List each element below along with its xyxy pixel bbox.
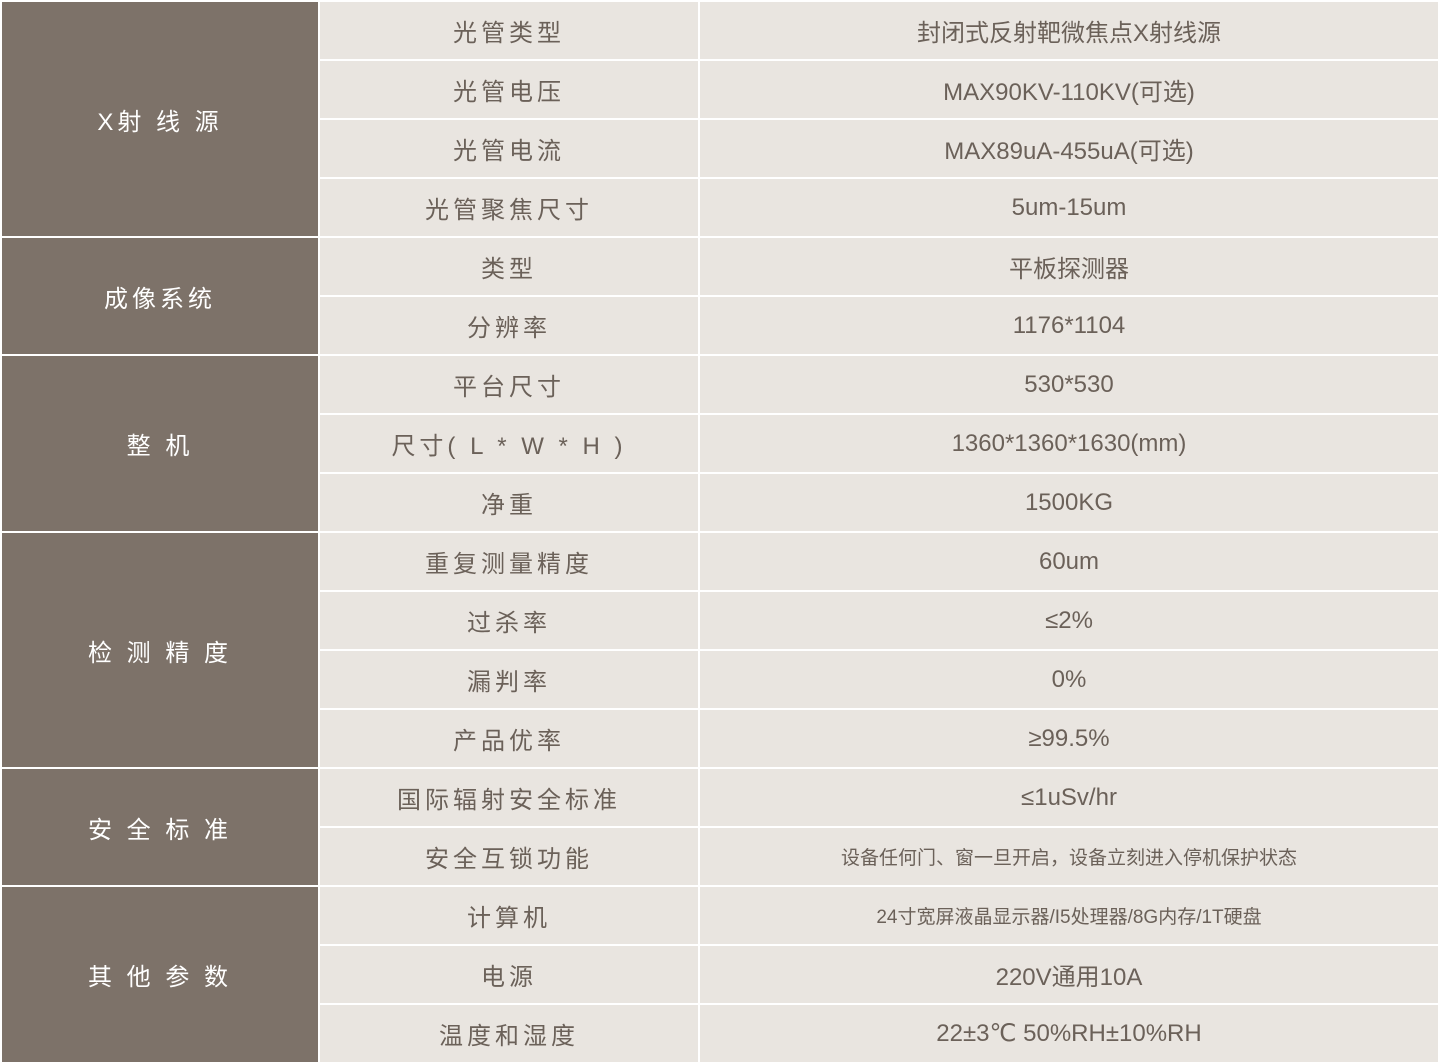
param-cell: 电源 — [319, 945, 699, 1004]
table-row: 安 全 标 准国际辐射安全标准≤1uSv/hr — [1, 768, 1438, 827]
table-row: X射 线 源光管类型封闭式反射靶微焦点X射线源 — [1, 1, 1438, 60]
param-cell: 国际辐射安全标准 — [319, 768, 699, 827]
param-cell: 光管电流 — [319, 119, 699, 178]
value-cell: 1360*1360*1630(mm) — [699, 414, 1438, 473]
param-cell: 安全互锁功能 — [319, 827, 699, 886]
value-cell: 60um — [699, 532, 1438, 591]
value-cell: 0% — [699, 650, 1438, 709]
value-cell: ≤2% — [699, 591, 1438, 650]
param-cell: 光管聚焦尺寸 — [319, 178, 699, 237]
table-row: 其 他 参 数计算机24寸宽屏液晶显示器/I5处理器/8G内存/1T硬盘 — [1, 886, 1438, 945]
param-cell: 类型 — [319, 237, 699, 296]
table-row: 检 测 精 度重复测量精度60um — [1, 532, 1438, 591]
value-cell: ≤1uSv/hr — [699, 768, 1438, 827]
spec-table: X射 线 源光管类型封闭式反射靶微焦点X射线源光管电压MAX90KV-110KV… — [0, 0, 1438, 1064]
param-cell: 温度和湿度 — [319, 1004, 699, 1063]
value-cell: MAX90KV-110KV(可选) — [699, 60, 1438, 119]
value-cell: MAX89uA-455uA(可选) — [699, 119, 1438, 178]
category-cell: 成像系统 — [1, 237, 319, 355]
value-cell: 设备任何门、窗一旦开启，设备立刻进入停机保护状态 — [699, 827, 1438, 886]
param-cell: 计算机 — [319, 886, 699, 945]
value-cell: 封闭式反射靶微焦点X射线源 — [699, 1, 1438, 60]
param-cell: 光管类型 — [319, 1, 699, 60]
value-cell: 22±3℃ 50%RH±10%RH — [699, 1004, 1438, 1063]
value-cell: 24寸宽屏液晶显示器/I5处理器/8G内存/1T硬盘 — [699, 886, 1438, 945]
param-cell: 净重 — [319, 473, 699, 532]
param-cell: 过杀率 — [319, 591, 699, 650]
value-cell: ≥99.5% — [699, 709, 1438, 768]
category-cell: 其 他 参 数 — [1, 886, 319, 1063]
category-cell: 安 全 标 准 — [1, 768, 319, 886]
param-cell: 重复测量精度 — [319, 532, 699, 591]
value-cell: 220V通用10A — [699, 945, 1438, 1004]
category-cell: 整 机 — [1, 355, 319, 532]
value-cell: 1500KG — [699, 473, 1438, 532]
value-cell: 530*530 — [699, 355, 1438, 414]
param-cell: 产品优率 — [319, 709, 699, 768]
value-cell: 5um-15um — [699, 178, 1438, 237]
category-cell: 检 测 精 度 — [1, 532, 319, 768]
param-cell: 平台尺寸 — [319, 355, 699, 414]
category-cell: X射 线 源 — [1, 1, 319, 237]
param-cell: 分辨率 — [319, 296, 699, 355]
param-cell: 漏判率 — [319, 650, 699, 709]
spec-table-body: X射 线 源光管类型封闭式反射靶微焦点X射线源光管电压MAX90KV-110KV… — [1, 1, 1438, 1063]
table-row: 整 机平台尺寸530*530 — [1, 355, 1438, 414]
value-cell: 平板探测器 — [699, 237, 1438, 296]
value-cell: 1176*1104 — [699, 296, 1438, 355]
table-row: 成像系统类型平板探测器 — [1, 237, 1438, 296]
param-cell: 尺寸( L * W * H ) — [319, 414, 699, 473]
param-cell: 光管电压 — [319, 60, 699, 119]
